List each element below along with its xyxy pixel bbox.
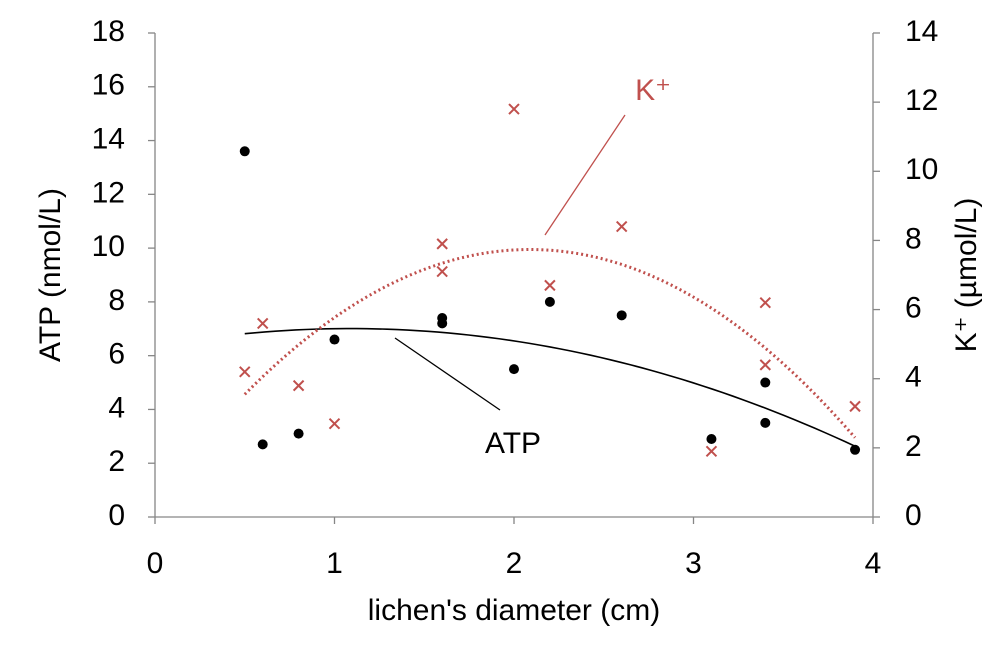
point: [437, 318, 448, 329]
point: [239, 366, 251, 378]
x-tick-label: 2: [506, 547, 523, 580]
y-tick-label: 12: [92, 176, 125, 209]
y2-tick-label: 14: [905, 15, 938, 48]
y2-tick-label: 0: [905, 499, 922, 532]
point: [436, 238, 448, 250]
y-tick-label: 6: [108, 338, 125, 371]
point: [760, 417, 771, 428]
x-tick-label: 4: [865, 547, 882, 580]
point: [849, 400, 861, 413]
y-tick-label: 10: [92, 230, 125, 263]
annotation-leader: [394, 337, 501, 411]
point: [850, 444, 861, 455]
point: [293, 428, 304, 439]
y2-tick-label: 10: [905, 153, 938, 186]
point: [760, 377, 771, 388]
y-tick-label: 14: [92, 122, 125, 155]
point: [257, 439, 268, 450]
point: [329, 334, 340, 345]
point: [239, 146, 250, 157]
trendline: [244, 327, 856, 447]
point: [509, 364, 519, 375]
point: [544, 279, 556, 292]
point: [616, 310, 627, 321]
y-axis-label: ATP (nmol/L): [34, 188, 67, 362]
point: [615, 220, 628, 233]
point: [705, 445, 718, 458]
y2-tick-label: 4: [905, 361, 922, 394]
point: [292, 379, 305, 392]
y2-tick-label: 2: [905, 430, 922, 463]
y-tick-label: 8: [108, 284, 125, 317]
point: [544, 296, 555, 307]
point: [508, 103, 520, 115]
y-tick-label: 2: [108, 445, 125, 478]
annotation: K⁺: [635, 74, 671, 107]
y-tick-label: 18: [92, 15, 125, 48]
point: [759, 296, 772, 309]
y-tick-label: 0: [108, 499, 125, 532]
x-tick-label: 3: [685, 547, 702, 580]
x-tick-label: 0: [147, 547, 164, 580]
point: [759, 359, 772, 371]
annotation-leader: [544, 114, 626, 236]
y2-tick-label: 8: [905, 222, 922, 255]
annotation: ATP: [485, 427, 541, 460]
y2-tick-label: 12: [905, 84, 938, 117]
y2-axis-label: K⁺ (µmol/L): [950, 198, 983, 353]
y-tick-label: 16: [92, 69, 125, 102]
point: [706, 434, 717, 445]
point: [256, 317, 269, 330]
x-tick-label: 1: [326, 547, 343, 580]
y2-tick-label: 6: [905, 291, 922, 324]
point: [436, 265, 448, 278]
y-tick-label: 4: [108, 391, 125, 424]
point: [328, 417, 341, 430]
x-axis-label: lichen's diameter (cm): [368, 594, 660, 627]
